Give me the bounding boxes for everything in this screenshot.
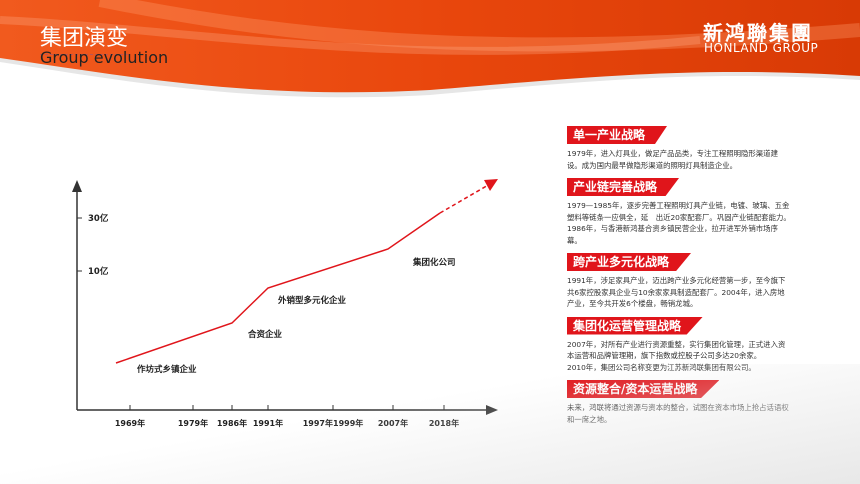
x-tick-label: 1979年 [178, 418, 208, 428]
strategy-heading: 产业链完善战略 [567, 178, 680, 196]
logo: 新鸿聯集團 [703, 21, 813, 45]
future-dashed-line [439, 183, 491, 214]
y-tick-label: 10亿 [88, 266, 109, 277]
strategy-description: 未来，鸿联将通过资源与资本的整合，试图在资本市场上抢占话语权和一席之地。 [567, 402, 792, 425]
strategy-description: 2007年，对所有产业进行资源重整，实行集团化管理，正式进入资本运营和品牌管理期… [567, 339, 792, 374]
x-tick-label: 1969年 [115, 418, 145, 428]
strategy-heading: 集团化运营管理战略 [567, 316, 704, 335]
strategy-text: 1979年，进入灯具业，做足产品品类，专注工程照明隐形渠道建设。成为国内最早做隐… [567, 149, 778, 170]
strategy-text: 1991年，涉足家具产业，迈出跨产业多元化经营第一步，至今旗下共6家控股家具企业… [567, 276, 786, 308]
x-tick-label: 1986年 [217, 418, 247, 428]
x-axis-arrow [486, 405, 498, 415]
logo-english: HONLAND GROUP [704, 41, 819, 55]
y-tick-label: 30亿 [88, 213, 109, 224]
strategy-heading: 跨产业多元化战略 [567, 253, 692, 271]
stage-label: 作坊式乡镇企业 [137, 364, 197, 375]
x-tick-label: 2018年 [429, 418, 459, 428]
stage-label: 合资企业 [247, 329, 283, 340]
evolution-chart: 30亿 10亿 1969年 1979年 1986年 1991年 1997年1999年 20… [72, 179, 498, 428]
strategy-description: 1991年，涉足家具产业，迈出跨产业多元化经营第一步，至今旗下共6家控股家具企业… [567, 275, 792, 310]
strategy-heading: 单一产业战略 [567, 126, 668, 144]
strategy-description: 1979年，进入灯具业，做足产品品类，专注工程照明隐形渠道建设。成为国内最早做隐… [567, 148, 792, 171]
strategy-text: 2007年，对所有产业进行资源重整，实行集团化管理，正式进入资本运营和品牌管理期… [567, 339, 786, 361]
page-title: 集团演变 [40, 20, 129, 55]
future-arrow [484, 179, 498, 191]
x-tick-label: 1997年1999年 [303, 418, 364, 428]
strategy-panel: 单一产业战略 1979年，进入灯具业，做足产品品类，专注工程照明隐形渠道建设。成为… [567, 124, 792, 430]
x-tick-label: 1991年 [253, 418, 283, 428]
strategy-description: 1979—1985年，逐步完善工程照明灯具产业链，电镀、玻璃、五金塑料等链条一应… [567, 200, 792, 246]
y-axis-arrow [72, 180, 82, 192]
stage-label: 集团化公司 [412, 257, 456, 268]
x-tick-label: 2007年 [378, 418, 408, 428]
growth-line [115, 212, 441, 364]
stage-label: 外销型多元化企业 [277, 295, 347, 306]
header-banner [0, 0, 860, 98]
strategy-text: 未来，鸿联将通过资源与资本的整合，试图在资本市场上抢占话语权和一席之地。 [567, 403, 789, 424]
strategy-text: 1979—1985年，逐步完善工程照明灯具产业链，电镀、玻璃、五金塑料等链条一应… [567, 201, 791, 245]
strategy-text: 2010年，集团公司名称变更为江苏新鸿联集团有限公司。 [567, 362, 756, 372]
page-subtitle: Group evolution [40, 48, 169, 67]
strategy-heading: 资源整合/资本运营战略 [567, 380, 720, 398]
